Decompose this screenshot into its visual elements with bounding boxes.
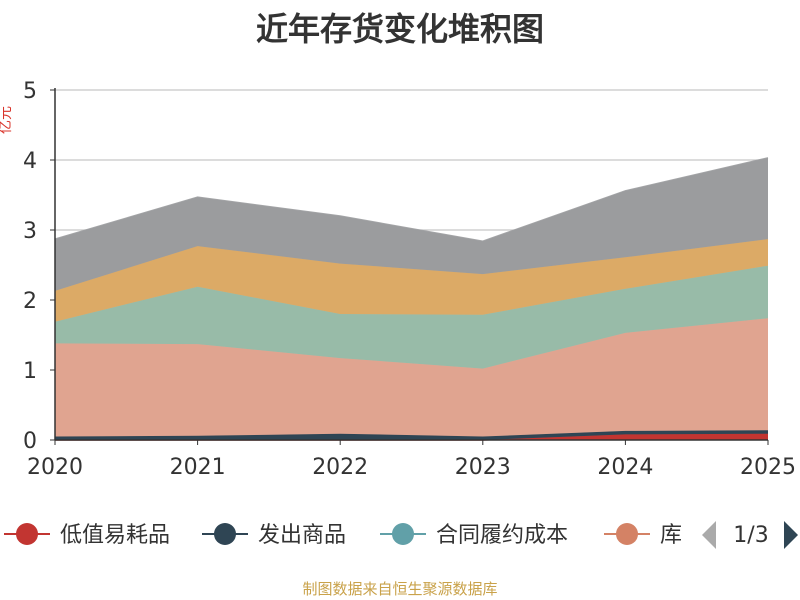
y-tick-label-1: 1 bbox=[23, 359, 37, 384]
x-tick-label-2022: 2022 bbox=[312, 455, 368, 480]
legend-label: 低值易耗品 bbox=[60, 523, 170, 548]
legend-marker-icon bbox=[214, 523, 236, 545]
y-tick-label-0: 0 bbox=[23, 429, 37, 454]
legend-item-0[interactable]: 低值易耗品 bbox=[4, 523, 170, 548]
x-tick-label-2023: 2023 bbox=[455, 455, 511, 480]
y-tick-label-4: 4 bbox=[23, 149, 37, 174]
x-tick-label-2024: 2024 bbox=[597, 455, 653, 480]
x-tick-label-2021: 2021 bbox=[170, 455, 226, 480]
legend-next-page-icon[interactable] bbox=[784, 521, 798, 549]
legend-item-2[interactable]: 合同履约成本 bbox=[380, 523, 568, 548]
legend-marker-icon bbox=[616, 523, 638, 545]
y-tick-label-5: 5 bbox=[23, 79, 37, 104]
stacked-areas bbox=[54, 157, 769, 441]
legend-label: 库 bbox=[660, 523, 682, 548]
y-axis-label: 亿元 bbox=[0, 106, 14, 134]
legend-page-indicator: 1/3 bbox=[733, 523, 768, 548]
area-3 bbox=[55, 265, 768, 369]
x-tick-label-2025: 2025 bbox=[740, 455, 796, 480]
y-tick-label-3: 3 bbox=[23, 219, 37, 244]
legend-prev-page-icon[interactable] bbox=[702, 521, 716, 549]
legend-marker-icon bbox=[392, 523, 414, 545]
legend-label: 合同履约成本 bbox=[436, 523, 568, 548]
legend-marker-icon bbox=[16, 523, 38, 545]
legend: 低值易耗品 发出商品 合同履约成本 库 1/3 bbox=[4, 521, 798, 549]
area-5 bbox=[55, 157, 768, 291]
area-line-5 bbox=[54, 157, 769, 242]
legend-label: 发出商品 bbox=[258, 523, 346, 548]
legend-item-1[interactable]: 发出商品 bbox=[202, 523, 346, 548]
chart-title: 近年存货变化堆积图 bbox=[255, 10, 544, 48]
y-tick-label-2: 2 bbox=[23, 289, 37, 314]
x-tick-label-2020: 2020 bbox=[27, 455, 83, 480]
area-4 bbox=[55, 239, 768, 322]
axes: 0 1 2 3 4 5 2020 2021 2022 2023 2024 2025 亿元 bbox=[0, 79, 796, 480]
legend-item-3[interactable]: 库 bbox=[604, 523, 682, 548]
source-footer: 制图数据来自恒生聚源数据库 bbox=[302, 580, 498, 598]
area-0 bbox=[55, 433, 768, 440]
